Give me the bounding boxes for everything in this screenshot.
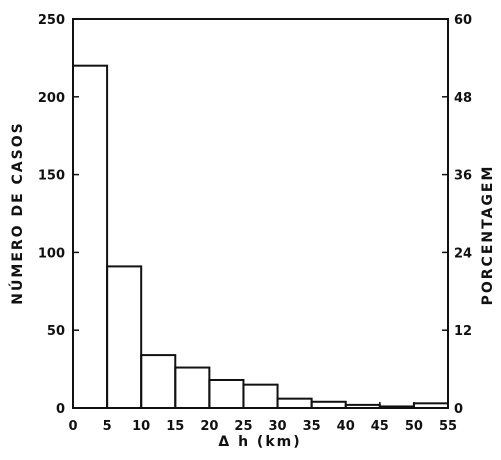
histogram-bar	[276, 397, 313, 410]
x-tick-label: 20	[200, 419, 218, 434]
y2-tick-label: 60	[454, 13, 472, 28]
y2-tick-label: 36	[454, 169, 472, 184]
x-tick-label: 10	[132, 419, 150, 434]
x-tick-label: 25	[234, 419, 252, 434]
x-tick-label: 35	[303, 419, 321, 434]
y-tick-label: 250	[38, 13, 65, 28]
histogram-bar	[106, 265, 143, 409]
histogram-bar	[412, 402, 449, 410]
x-tick-label: 30	[268, 419, 286, 434]
y-axis-right: 0 12 24 36 48 60	[442, 13, 472, 417]
x-axis: 0 5 10 15 20 25 30 35 40 45 50 55	[68, 402, 457, 434]
y-tick-label: 200	[38, 91, 65, 106]
y-axis-title: NÚMERO DE CASOS	[8, 121, 26, 304]
x-tick-label: 0	[68, 419, 77, 434]
y2-axis-title: PORCENTAGEM	[480, 165, 496, 306]
x-tick-label: 55	[439, 419, 457, 434]
y2-tick-label: 24	[454, 246, 472, 261]
plot-frame	[72, 18, 449, 409]
x-tick-label: 15	[166, 419, 184, 434]
histogram-bar	[344, 403, 381, 410]
histogram-bars	[72, 64, 449, 410]
y-tick-label: 150	[38, 169, 65, 184]
y2-tick-label: 12	[454, 324, 472, 339]
histogram-bar	[174, 366, 211, 410]
histogram-bar	[208, 378, 245, 410]
histogram-bar	[378, 405, 415, 410]
x-axis-title: Δ h (km)	[218, 434, 301, 450]
y2-tick-label: 0	[454, 402, 463, 417]
y2-tick-label: 48	[454, 91, 472, 106]
x-tick-label: 5	[103, 419, 112, 434]
y-tick-label: 0	[56, 402, 65, 417]
histogram-bar	[310, 400, 347, 410]
histogram-bar	[242, 383, 279, 410]
histogram-bar	[140, 354, 177, 410]
x-tick-label: 50	[405, 419, 423, 434]
x-tick-label: 40	[337, 419, 355, 434]
y-tick-label: 100	[38, 246, 65, 261]
x-tick-label: 45	[371, 419, 389, 434]
y-tick-label: 50	[47, 324, 65, 339]
histogram-bar	[72, 64, 109, 410]
